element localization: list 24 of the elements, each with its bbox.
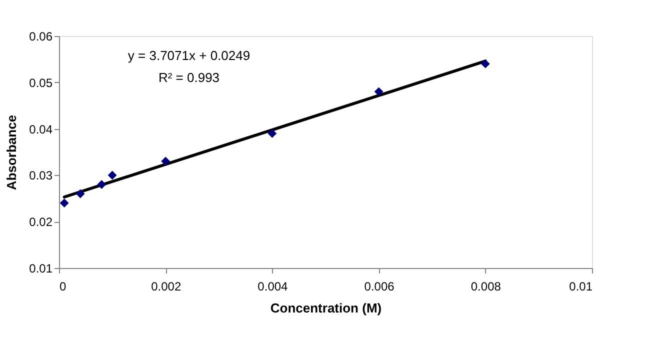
x-tick-label: 0 [60,280,66,294]
y-tick-label: 0.01 [29,262,53,276]
y-tick-label: 0.05 [29,76,53,90]
point [480,59,490,68]
point [374,87,384,96]
y-axis-title: Absorbance [4,114,20,190]
point [268,128,277,138]
x-axis-title: Concentration (M) [270,300,382,316]
annotation: y = 3.7071x + 0.0249 [128,48,250,63]
x-tick-label: 0.004 [258,280,288,294]
x-tick-label: 0.01 [569,280,593,294]
y-tick-label: 0.02 [29,215,53,230]
point [76,189,85,198]
point [161,156,170,166]
point [60,198,69,208]
annotation: R² = 0.993 [158,70,220,85]
x-tick-label: 0.008 [470,280,502,294]
x-tick-label: 0.002 [151,280,182,294]
point [108,170,117,180]
point [97,180,106,189]
y-tick-label: 0.06 [29,30,53,44]
y-tick-label: 0.03 [29,168,53,183]
y-tick-label: 0.04 [29,122,53,136]
x-tick-label: 0.006 [364,280,395,294]
